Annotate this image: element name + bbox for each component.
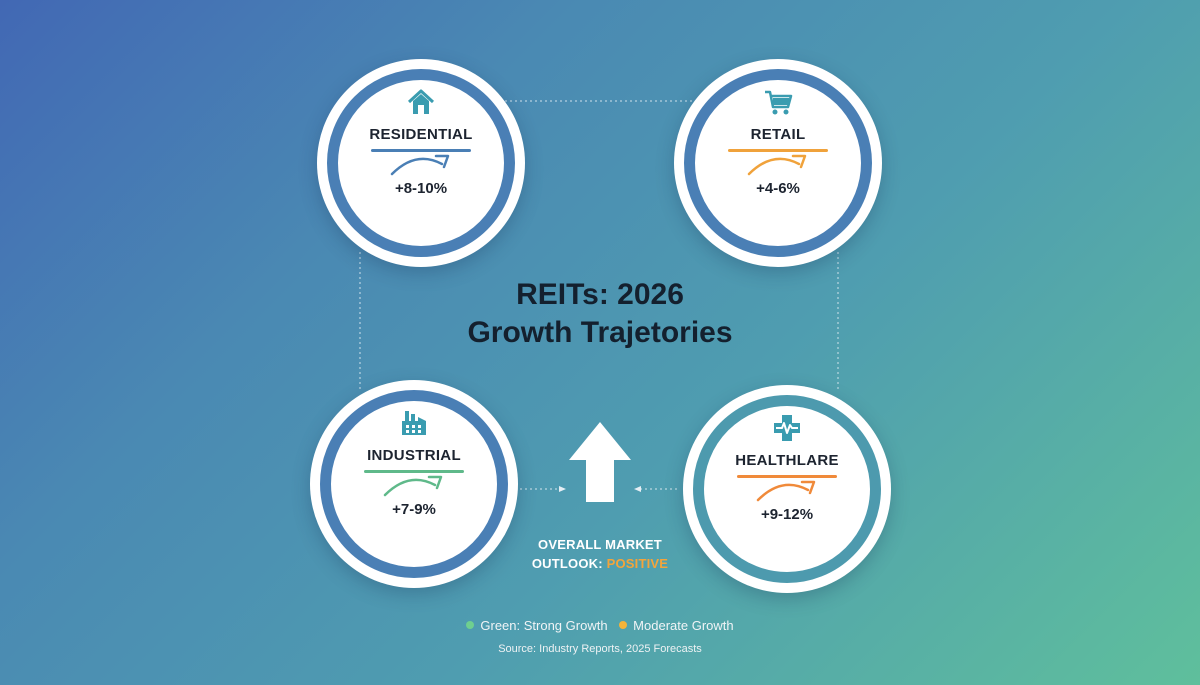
medical-cross-icon [774, 415, 800, 441]
sector-industrial: INDUSTRIAL +7-9% [310, 380, 518, 588]
sector-growth-value: +9-12% [760, 506, 814, 523]
sector-rule [371, 149, 471, 152]
legend-dot-orange [619, 621, 628, 629]
title-line-1: REITs: 2026 [516, 278, 684, 311]
title-line-2: Growth Trajetories [467, 316, 733, 349]
sector-retail: RETAIL +4-6% [674, 59, 882, 267]
factory-icon [402, 411, 426, 435]
sector-label: INDUSTRIAL [367, 447, 461, 464]
sector-label: HEALTHLARE [735, 452, 839, 469]
outlook-label: OUTLOOK: [531, 556, 603, 571]
legend-label-moderate: Moderate Growth [633, 618, 734, 633]
source-note: Source: Industry Reports, 2025 Forecasts [498, 643, 702, 655]
legend-dot-green [466, 621, 475, 629]
sector-healthcare: HEALTHLARE +9-12% [683, 385, 891, 593]
outlook-prefix: OVERALL MARKET [538, 537, 662, 552]
legend-label-strong: Green: Strong Growth [480, 618, 608, 633]
sector-rule [364, 470, 464, 473]
sector-growth-value: +4-6% [756, 180, 800, 197]
house-icon [407, 89, 435, 114]
shopping-cart-icon [765, 90, 793, 115]
sector-label: RETAIL [750, 126, 806, 143]
diagram-title: REITs: 2026 Growth Trajetories [400, 276, 800, 352]
trend-arrow-icon [390, 154, 450, 176]
market-outlook: OVERALL MARKET OUTLOOK: POSITIVE [470, 535, 730, 573]
trend-arrow-icon [756, 480, 816, 502]
trend-arrow-icon [383, 475, 443, 497]
sector-label: RESIDENTIAL [369, 126, 473, 143]
outlook-status: POSITIVE [606, 556, 669, 571]
sector-rule [728, 149, 828, 152]
legend-item-moderate: Moderate Growth [619, 618, 734, 633]
up-arrow-icon [569, 422, 631, 502]
sector-rule [737, 475, 837, 478]
sector-growth-value: +8-10% [394, 180, 448, 197]
legend-item-strong: Green: Strong Growth [466, 618, 611, 633]
legend: Green: Strong Growth Moderate Growth [0, 618, 1200, 633]
trend-arrow-icon [747, 154, 807, 176]
sector-growth-value: +7-9% [392, 501, 436, 518]
sector-residential: RESIDENTIAL +8-10% [317, 59, 525, 267]
